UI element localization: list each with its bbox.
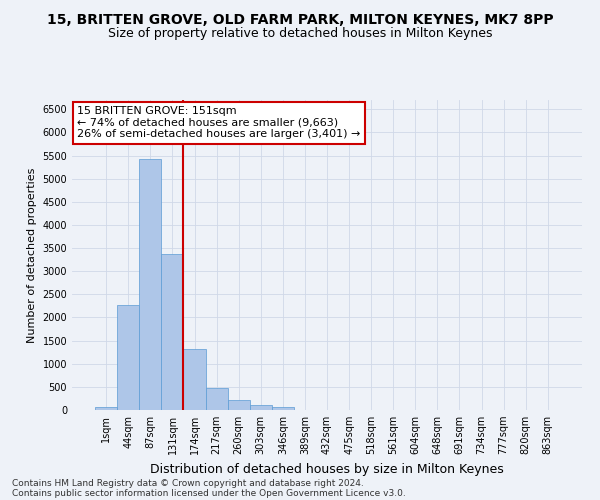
Bar bbox=[95, 406, 117, 410]
Y-axis label: Number of detached properties: Number of detached properties bbox=[27, 168, 37, 342]
Bar bbox=[227, 400, 250, 410]
Bar bbox=[117, 304, 139, 410]
Text: Contains public sector information licensed under the Open Government Licence v3: Contains public sector information licen… bbox=[12, 488, 406, 498]
Bar bbox=[161, 254, 184, 410]
Text: 15, BRITTEN GROVE, OLD FARM PARK, MILTON KEYNES, MK7 8PP: 15, BRITTEN GROVE, OLD FARM PARK, MILTON… bbox=[47, 12, 553, 26]
Text: Size of property relative to detached houses in Milton Keynes: Size of property relative to detached ho… bbox=[108, 28, 492, 40]
Text: 15 BRITTEN GROVE: 151sqm
← 74% of detached houses are smaller (9,663)
26% of sem: 15 BRITTEN GROVE: 151sqm ← 74% of detach… bbox=[77, 106, 361, 140]
X-axis label: Distribution of detached houses by size in Milton Keynes: Distribution of detached houses by size … bbox=[150, 462, 504, 475]
Bar bbox=[250, 406, 272, 410]
Text: Contains HM Land Registry data © Crown copyright and database right 2024.: Contains HM Land Registry data © Crown c… bbox=[12, 478, 364, 488]
Bar bbox=[184, 350, 206, 410]
Bar bbox=[206, 388, 227, 410]
Bar bbox=[139, 159, 161, 410]
Bar bbox=[272, 407, 294, 410]
